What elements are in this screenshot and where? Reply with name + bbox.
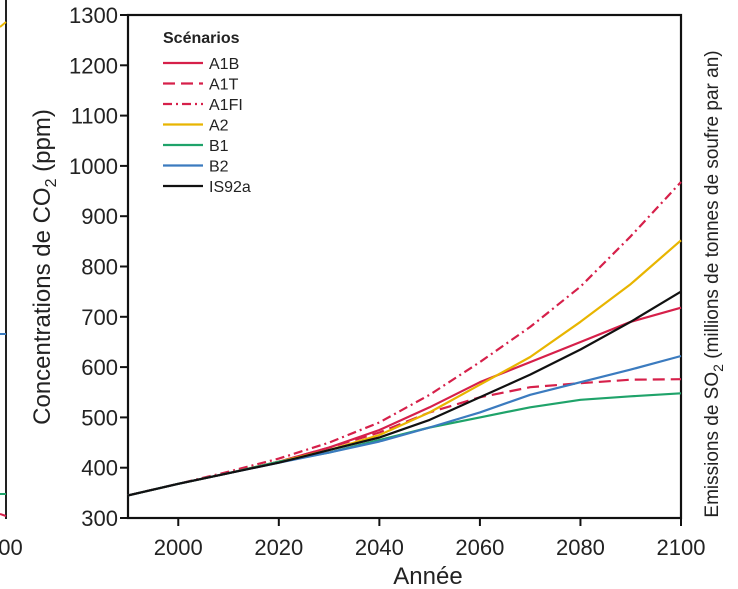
series-line-a2 (127, 239, 682, 497)
right-axis-title-unit: (millions de tonnes de soufre par an) (702, 50, 723, 364)
y-axis-title-subscript: 2 (43, 178, 60, 187)
x-tick-label: 2080 (556, 535, 605, 560)
y-tick-label: 600 (81, 355, 118, 380)
left-panel-red-stub (0, 513, 7, 517)
legend-label: A1T (209, 77, 239, 94)
x-tick-label: 2100 (657, 535, 706, 560)
left-panel-yellow-stub (0, 21, 7, 28)
y-axis-title-unit: (ppm) (29, 109, 56, 178)
series-line-a1fi (127, 181, 682, 497)
legend-label: IS92a (209, 179, 251, 196)
y-axis-title: Concentrations de CO2 (ppm) (29, 109, 60, 425)
legend-label: B2 (209, 159, 229, 176)
legend: Scénarios A1B A1T A1FI A2 B1 B2 IS92a (163, 30, 251, 196)
x-tick-label: 2040 (355, 535, 404, 560)
y-tick-label: 1200 (69, 53, 118, 78)
legend-items: A1B A1T A1FI A2 B1 B2 IS92a (163, 56, 251, 196)
right-axis-title-main: Emissions de SO (702, 372, 723, 518)
y-tick-label: 800 (81, 255, 118, 280)
y-axis-ticks: 300 400 500 600 700 800 900 1000 1100 1200 1300 (69, 3, 128, 531)
y-tick-label: 1300 (69, 3, 118, 28)
y-tick-label: 900 (81, 204, 118, 229)
series-line-b2 (127, 354, 682, 497)
y-tick-label: 1000 (69, 154, 118, 179)
y-tick-label: 400 (81, 456, 118, 481)
legend-label: A2 (209, 118, 229, 135)
legend-title: Scénarios (163, 30, 240, 47)
y-axis-title-main: Concentrations de CO (29, 187, 56, 424)
left-panel-remnant: 100 (0, 0, 23, 560)
legend-label: A1B (209, 56, 239, 73)
y-tick-label: 1100 (71, 104, 118, 129)
x-axis-title: Année (393, 563, 462, 589)
right-axis-title-subscript: 2 (710, 364, 726, 372)
series-lines (127, 181, 682, 497)
right-axis-title: Emissions de SO2 (millions de tonnes de … (702, 50, 726, 517)
y-tick-label: 500 (81, 405, 118, 430)
y-tick-label: 700 (81, 305, 118, 330)
x-tick-label: 2060 (455, 535, 504, 560)
series-line-a1b (127, 306, 682, 497)
series-line-is92a (127, 290, 682, 497)
x-tick-label: 2020 (254, 535, 303, 560)
x-tick-label: 2000 (154, 535, 203, 560)
y-tick-label: 300 (81, 506, 118, 531)
left-panel-tick-label: 100 (0, 535, 23, 560)
x-axis-ticks: 2000 2020 2040 2060 2080 2100 (154, 518, 706, 560)
legend-label: B1 (209, 138, 229, 155)
legend-label: A1FI (209, 97, 243, 114)
